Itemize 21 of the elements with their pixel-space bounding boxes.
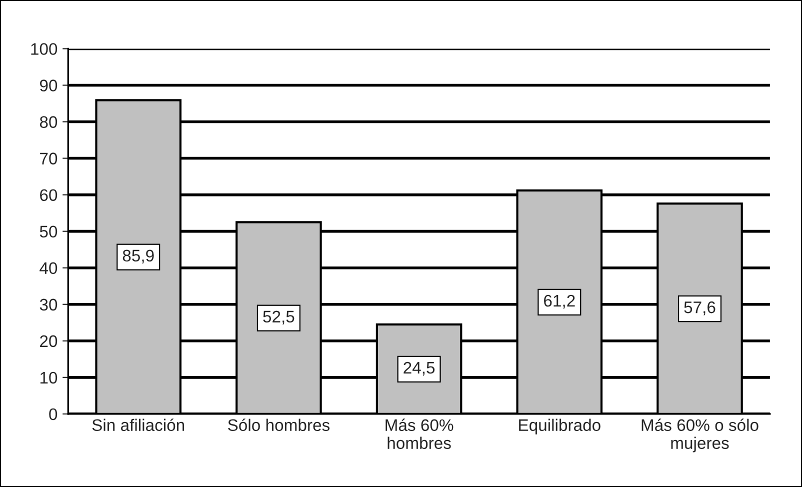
data-label: 85,9	[122, 250, 154, 264]
y-tick-label: 40	[40, 262, 58, 274]
y-tick-label: 10	[40, 372, 58, 384]
data-label: 57,6	[684, 301, 716, 316]
y-tick-label: 80	[40, 116, 58, 128]
y-tick-label: 70	[40, 152, 58, 164]
y-tick-label: 60	[40, 189, 58, 202]
data-label: 61,2	[544, 294, 575, 309]
x-tick-label: Más 60% o sólo mujeres	[642, 418, 758, 452]
y-tick-label: 30	[40, 298, 58, 311]
x-tick-label: Sólo hombres	[228, 418, 330, 432]
data-label: 24,5	[404, 362, 435, 376]
x-tick-label: Más 60% hombres	[386, 418, 454, 450]
x-tick-label: Equilibrado	[519, 418, 600, 434]
x-tick-label: Sin afiliación	[92, 418, 184, 432]
data-label: 52,5	[263, 310, 294, 325]
y-tick-label: 0	[49, 408, 58, 420]
y-tick-label: 50	[40, 226, 58, 238]
y-tick-label: 100	[31, 43, 58, 55]
y-tick-label: 20	[40, 335, 58, 348]
y-tick-label: 90	[40, 80, 58, 92]
